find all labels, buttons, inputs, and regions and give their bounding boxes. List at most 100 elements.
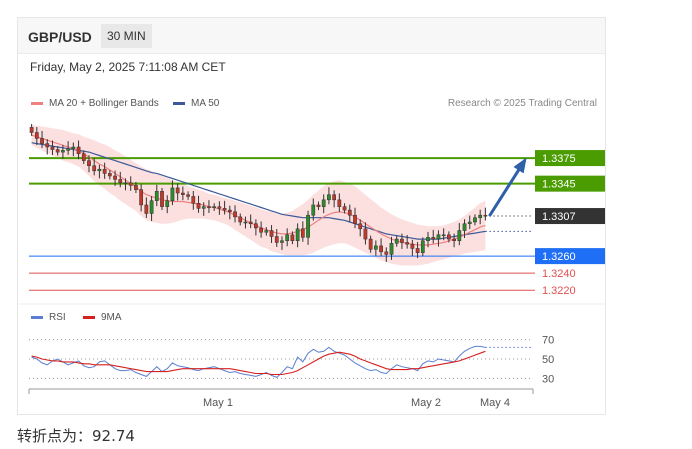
candle-body	[400, 238, 404, 243]
candle-body	[50, 146, 55, 150]
candle-body	[290, 234, 295, 242]
candle-body	[300, 228, 305, 238]
level-label-1.3240: 1.3240	[542, 268, 576, 280]
candle-body	[160, 191, 164, 207]
research-credit: Research © 2025 Trading Central	[447, 98, 597, 109]
candle-body	[389, 243, 394, 255]
candle-body	[144, 204, 149, 214]
level-label-1.3375: 1.3375	[542, 153, 576, 165]
pivot-point-note: 转折点为：92.74	[17, 427, 135, 445]
candle-body	[384, 251, 389, 255]
level-label-1.3260: 1.3260	[542, 251, 576, 263]
candle-body	[170, 187, 175, 201]
candle-body	[61, 150, 65, 153]
candle-body	[175, 187, 180, 194]
candle-body	[222, 208, 227, 211]
rsi-line	[31, 345, 486, 378]
candle-body	[128, 182, 133, 186]
candle-body	[207, 206, 211, 208]
candle-body	[394, 238, 399, 244]
candle-body	[113, 175, 117, 180]
ma20-label: MA 20 + Bollinger Bands	[49, 98, 159, 109]
legend-ma20: MA 20 + Bollinger Bands	[31, 98, 159, 109]
candle-body	[196, 203, 201, 209]
ma20-line	[31, 134, 486, 246]
x-tick-label: May 1	[203, 397, 233, 409]
candle-body	[134, 185, 138, 190]
candle-body	[123, 182, 128, 185]
candle-body	[248, 221, 253, 224]
ma50-line	[31, 142, 486, 240]
level-label-1.3307: 1.3307	[542, 211, 576, 223]
candle-body	[149, 200, 154, 214]
rsi-swatch	[31, 316, 43, 319]
symbol-title: GBP/USD	[28, 29, 92, 45]
ma50-label: MA 50	[191, 98, 220, 109]
candle-body	[154, 191, 159, 201]
x-tick-label: May 4	[480, 397, 510, 409]
candle-body	[66, 148, 70, 151]
candle-body	[191, 196, 196, 204]
candle-body	[139, 189, 144, 206]
ma50-swatch	[173, 102, 185, 105]
legend-rsi9: 9MA	[83, 312, 122, 323]
candle-body	[259, 227, 263, 233]
candle-body	[447, 234, 451, 240]
candle-body	[295, 228, 300, 242]
candle-body	[165, 200, 170, 207]
candle-body	[217, 206, 222, 209]
candle-body	[457, 230, 462, 242]
candle-body	[29, 127, 34, 133]
candle-body	[358, 223, 363, 230]
legend-rsi: RSI	[31, 312, 66, 323]
candle-body	[420, 240, 425, 253]
candle-body	[431, 237, 436, 240]
candle-body	[233, 211, 237, 218]
candle-body	[311, 204, 316, 216]
chart-card: GBP/USD 30 MIN Friday, May 2, 2025 7:11:…	[17, 17, 606, 415]
timeframe-badge[interactable]: 30 MIN	[101, 24, 152, 48]
rsi-ma9-line	[31, 350, 486, 376]
candle-body	[426, 237, 430, 242]
level-label-box-1.3345	[535, 175, 605, 192]
legend-ma50: MA 50	[173, 98, 219, 109]
candle-body	[87, 160, 91, 166]
candle-body	[280, 240, 284, 243]
chart-header: GBP/USD 30 MIN	[18, 18, 605, 54]
bollinger-bands	[31, 124, 486, 266]
candle-body	[186, 194, 190, 197]
candle-body	[212, 206, 217, 208]
candle-body	[473, 217, 477, 223]
chart-datetime: Friday, May 2, 2025 7:11:08 AM CET	[30, 60, 226, 74]
rsi-tick-label-30: 30	[542, 373, 554, 385]
price-chart: 1.3375 1.3345 1.3307 1.3260 1.3240 1.3220 70 50…	[18, 123, 605, 409]
candle-body	[76, 146, 81, 155]
candle-body	[405, 242, 410, 245]
candle-body	[102, 168, 107, 174]
candle-body	[316, 204, 321, 207]
candle-body	[71, 146, 76, 149]
candle-body	[327, 194, 331, 201]
level-label-box-1.3375	[535, 150, 605, 167]
rsi-tick-label-50: 50	[542, 354, 554, 366]
candle-body	[478, 214, 483, 218]
candle-body	[227, 209, 232, 213]
candle-body	[353, 214, 357, 224]
candle-body	[379, 245, 383, 253]
forecast-arrow-head	[513, 157, 527, 174]
candle-body	[40, 138, 44, 144]
candle-body	[81, 153, 86, 161]
candle-body	[452, 238, 456, 242]
candle-body	[181, 192, 185, 195]
level-label-1.3220: 1.3220	[542, 285, 576, 297]
candle-body	[483, 214, 488, 217]
rsi-label: RSI	[49, 312, 66, 323]
level-label-box-1.3260	[535, 248, 605, 265]
rsi9-swatch	[83, 316, 95, 319]
level-label-1.3345: 1.3345	[542, 179, 576, 191]
candle-body	[347, 209, 352, 216]
rsi-tick-label-70: 70	[542, 335, 554, 347]
candle-body	[306, 214, 310, 238]
candle-body	[332, 194, 336, 201]
candle-body	[467, 221, 472, 224]
